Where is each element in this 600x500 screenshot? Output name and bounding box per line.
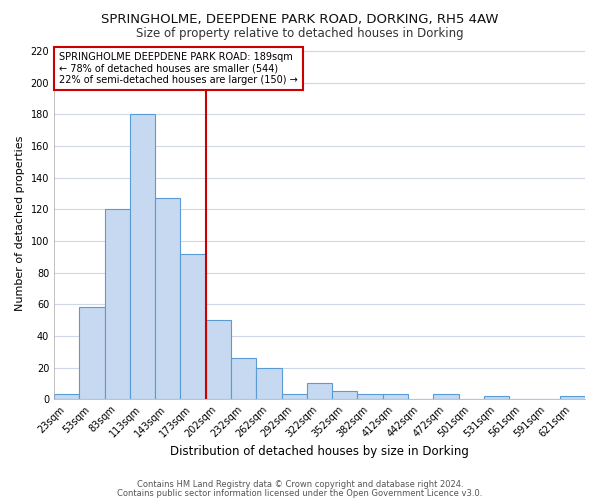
X-axis label: Distribution of detached houses by size in Dorking: Distribution of detached houses by size … — [170, 444, 469, 458]
Bar — [155, 198, 181, 399]
Text: SPRINGHOLME, DEEPDENE PARK ROAD, DORKING, RH5 4AW: SPRINGHOLME, DEEPDENE PARK ROAD, DORKING… — [101, 12, 499, 26]
Bar — [231, 358, 256, 399]
Bar — [104, 210, 130, 399]
Text: Size of property relative to detached houses in Dorking: Size of property relative to detached ho… — [136, 28, 464, 40]
Bar — [256, 368, 281, 399]
Bar — [181, 254, 206, 399]
Text: Contains public sector information licensed under the Open Government Licence v3: Contains public sector information licen… — [118, 488, 482, 498]
Text: Contains HM Land Registry data © Crown copyright and database right 2024.: Contains HM Land Registry data © Crown c… — [137, 480, 463, 489]
Text: SPRINGHOLME DEEPDENE PARK ROAD: 189sqm
← 78% of detached houses are smaller (544: SPRINGHOLME DEEPDENE PARK ROAD: 189sqm ←… — [59, 52, 298, 84]
Bar — [307, 384, 332, 399]
Bar — [358, 394, 383, 399]
Bar — [332, 392, 358, 399]
Bar — [560, 396, 585, 399]
Bar — [79, 308, 104, 399]
Bar — [206, 320, 231, 399]
Bar — [433, 394, 458, 399]
Bar — [484, 396, 509, 399]
Bar — [54, 394, 79, 399]
Y-axis label: Number of detached properties: Number of detached properties — [15, 136, 25, 312]
Bar — [130, 114, 155, 399]
Bar — [281, 394, 307, 399]
Bar — [383, 394, 408, 399]
